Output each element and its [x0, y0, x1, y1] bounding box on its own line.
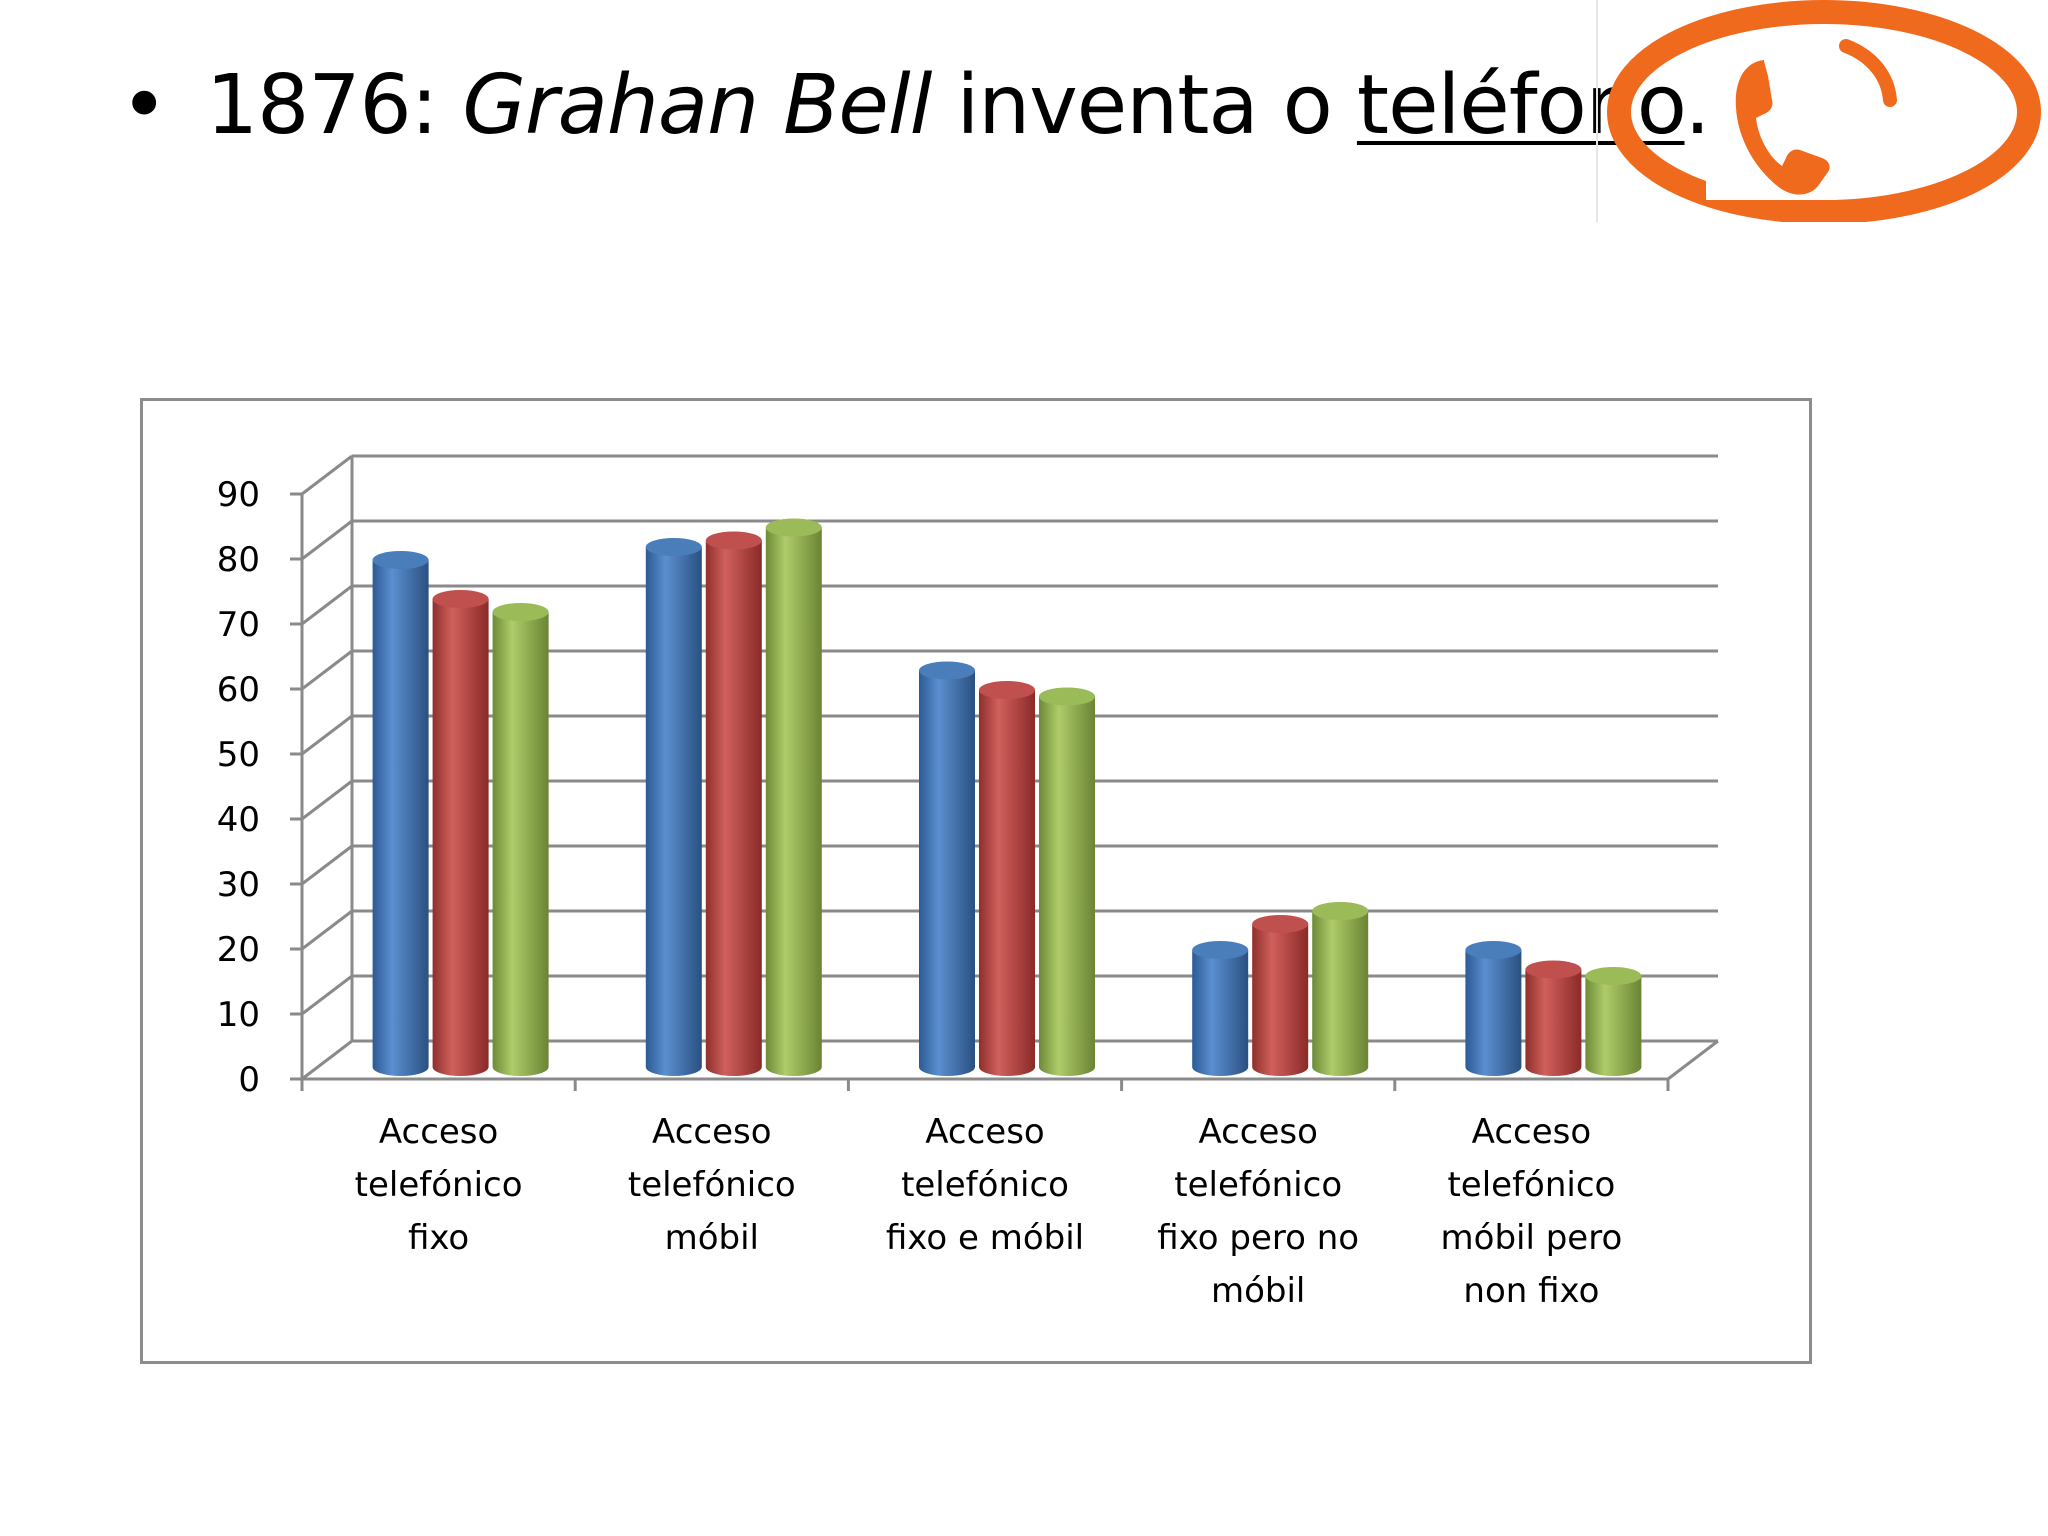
bar: [1585, 967, 1642, 1076]
bar-body: [705, 540, 762, 1076]
bar: [1312, 902, 1369, 1076]
floor-edge: [1667, 1039, 1719, 1081]
x-tick-label-line: móbil pero: [1441, 1218, 1623, 1258]
bar-body: [1525, 969, 1582, 1076]
y-tick-label: 0: [238, 1060, 260, 1100]
y-tick-label: 90: [217, 475, 260, 515]
bar-body: [492, 612, 549, 1076]
x-tick-label-line: móbil: [665, 1218, 759, 1258]
bar-top: [765, 518, 822, 537]
y-tick-label: 80: [217, 540, 260, 580]
y-tick-label: 70: [217, 605, 260, 645]
title-verb: inventa o: [956, 58, 1333, 153]
bar-body: [979, 690, 1035, 1076]
bar-body: [1312, 911, 1369, 1076]
x-tick-label-line: telefónico: [628, 1165, 796, 1205]
x-tick-label-line: Acceso: [652, 1112, 771, 1152]
bar-body: [1192, 950, 1249, 1076]
y-tick-label: 30: [217, 865, 260, 905]
bar: [492, 603, 549, 1076]
x-tick-label-line: Acceso: [925, 1112, 1044, 1152]
gridline-side: [301, 844, 353, 886]
bar: [919, 661, 975, 1076]
bar-top: [1039, 687, 1095, 706]
gridline-side: [301, 584, 353, 626]
y-tick-label: 50: [217, 735, 260, 775]
phone-handset-logo-icon: [1596, 0, 2041, 222]
bar-top: [979, 681, 1035, 699]
bar-body: [432, 599, 489, 1076]
bar: [1192, 941, 1249, 1076]
bar: [765, 518, 822, 1076]
bar: [432, 590, 489, 1076]
bar-top: [1465, 941, 1522, 959]
bar-body: [372, 560, 429, 1076]
gridline-side: [301, 714, 353, 756]
bar-top: [492, 603, 549, 621]
bar-body: [1465, 950, 1522, 1076]
y-tick-label: 10: [217, 995, 260, 1035]
bar-top: [705, 531, 762, 550]
x-tick-label-line: non fixo: [1463, 1271, 1599, 1311]
x-tick-label-line: fixo: [408, 1218, 469, 1258]
bar-top: [1585, 967, 1642, 985]
bar: [645, 538, 702, 1076]
x-tick-label: Acceso telefónico fixo: [355, 1112, 523, 1258]
bar: [1465, 941, 1522, 1076]
bullet: •: [120, 58, 168, 153]
x-tick-label: Acceso telefónico móbil pero non fixo: [1441, 1112, 1623, 1311]
bar-body: [1039, 696, 1095, 1076]
bar-top: [432, 590, 489, 608]
gridline-side: [301, 909, 353, 951]
y-tick-label: 60: [217, 670, 260, 710]
x-tick-label-line: telefónico: [355, 1165, 523, 1205]
x-tick-label-line: Acceso: [1198, 1112, 1317, 1152]
x-tick-label-line: telefónico: [1447, 1165, 1615, 1205]
gridline-side: [301, 779, 353, 821]
x-tick-label: Acceso telefónico fixo pero no móbil: [1157, 1112, 1359, 1311]
bar: [979, 681, 1035, 1076]
x-tick-label: Acceso telefónico móbil: [628, 1112, 796, 1258]
x-tick-label-line: fixo e móbil: [886, 1218, 1084, 1258]
x-tick-label-line: telefónico: [1174, 1165, 1342, 1205]
chart-bars: [372, 518, 1642, 1076]
gridline-side: [301, 519, 353, 561]
bar-body: [765, 527, 822, 1076]
y-tick-label: 20: [217, 930, 260, 970]
x-tick-label-line: Acceso: [379, 1112, 498, 1152]
bar: [705, 531, 762, 1076]
slide-title: • 1876: Grahan Bell inventa o teléfono.: [120, 58, 1711, 153]
bar-body: [1585, 976, 1642, 1076]
bar: [1252, 915, 1309, 1076]
bar-top: [1312, 902, 1369, 920]
x-tick-label-line: telefónico: [901, 1165, 1069, 1205]
gridline-side: [301, 649, 353, 691]
gridline-side: [301, 454, 353, 496]
gridline-side: [301, 1039, 353, 1081]
title-name: Grahan Bell: [462, 58, 932, 153]
bar-top: [372, 551, 429, 569]
bar-body: [919, 670, 975, 1076]
bar-body: [645, 547, 702, 1076]
x-tick-label: Acceso telefónico fixo e móbil: [886, 1112, 1084, 1258]
bar-top: [919, 661, 975, 680]
x-tick-label-line: fixo pero no: [1157, 1218, 1359, 1258]
y-tick-label: 40: [217, 800, 260, 840]
x-tick-label-line: Acceso: [1472, 1112, 1591, 1152]
bar-top: [645, 538, 702, 556]
x-tick-label-line: móbil: [1211, 1271, 1305, 1311]
bar-top: [1252, 915, 1309, 933]
title-year: 1876:: [206, 58, 438, 153]
bar: [1525, 960, 1582, 1076]
bar: [1039, 687, 1095, 1076]
bar-body: [1252, 924, 1309, 1076]
bar-top: [1525, 960, 1582, 979]
bar-top: [1192, 941, 1249, 959]
bar: [372, 551, 429, 1076]
gridline-side: [301, 974, 353, 1016]
